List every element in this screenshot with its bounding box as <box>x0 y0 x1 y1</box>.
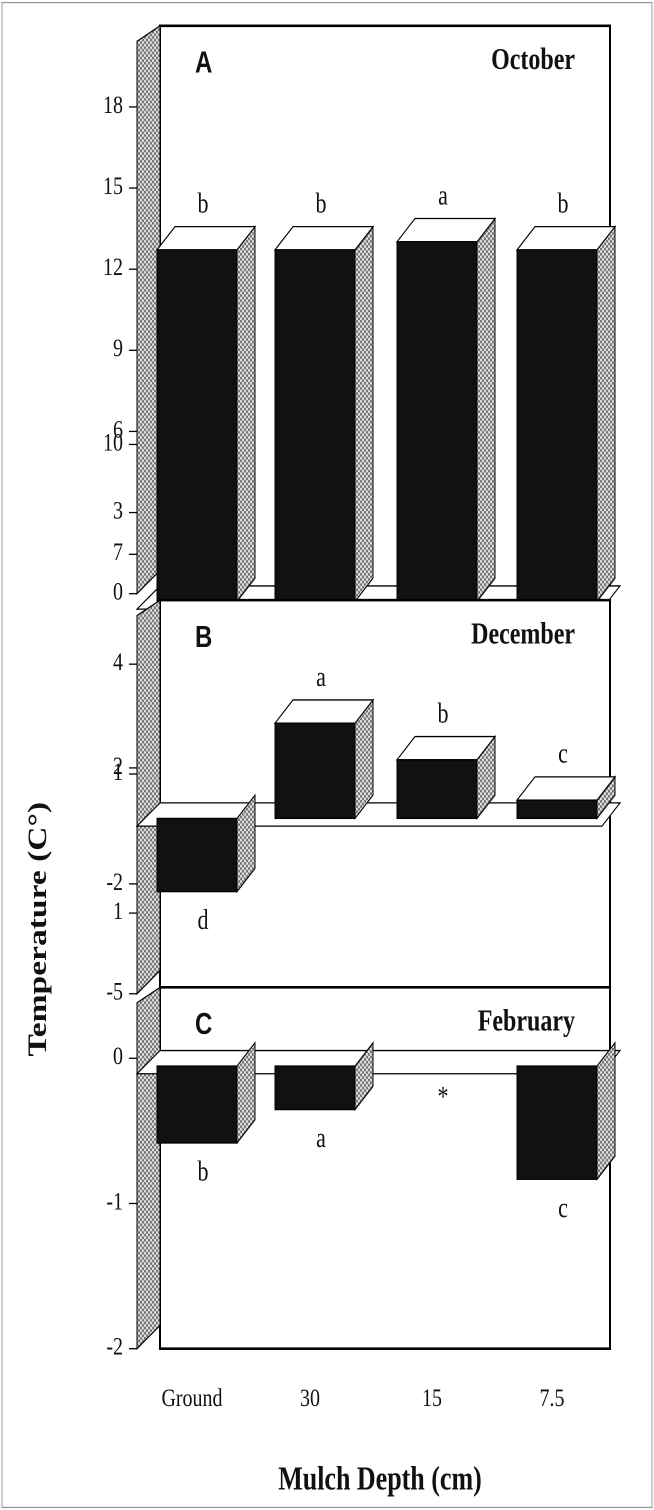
x-tick-label: 7.5 <box>540 1383 565 1412</box>
x-axis-label: Mulch Depth (cm) <box>278 1460 482 1497</box>
significance-letter: b <box>316 188 327 219</box>
bar <box>396 241 478 603</box>
y-tick-label: 18 <box>103 89 123 118</box>
panel-letter: B <box>195 619 212 654</box>
significance-letter: * <box>438 1082 449 1113</box>
bar-top <box>273 226 375 251</box>
bar-side <box>476 216 496 603</box>
x-tick-label: 15 <box>422 1383 442 1412</box>
side-wall <box>136 986 161 1350</box>
x-tick-label: Ground <box>161 1383 222 1412</box>
panel-letter: A <box>195 45 212 80</box>
bar-top <box>515 226 617 251</box>
floor <box>135 802 622 827</box>
y-tick-label: 4 <box>113 647 123 676</box>
y-tick-label: 10 <box>103 427 123 456</box>
y-axis-label: Temperature (C°) <box>23 802 52 1057</box>
bar-top <box>395 217 497 243</box>
bar <box>274 1065 356 1111</box>
bar <box>156 817 238 893</box>
y-tick-label: 15 <box>103 171 123 200</box>
bar-side <box>236 225 256 603</box>
y-tick-label: -2 <box>106 1331 123 1360</box>
floor <box>135 1049 622 1075</box>
bar-top <box>155 226 257 251</box>
significance-letter: a <box>438 180 448 211</box>
significance-letter: a <box>316 661 326 692</box>
significance-letter: b <box>198 188 209 219</box>
significance-letter: b <box>198 1156 209 1187</box>
y-tick-label: -5 <box>106 976 123 1005</box>
significance-letter: d <box>198 905 209 936</box>
y-tick-label: 0 <box>113 576 123 605</box>
y-tick-label: 6 <box>113 414 123 443</box>
bar-side <box>596 1041 616 1181</box>
panel-letter: C <box>195 1006 212 1041</box>
bar <box>274 249 356 603</box>
bar-side <box>596 225 616 603</box>
y-tick-label: 3 <box>113 495 123 524</box>
significance-letter: b <box>558 188 569 219</box>
significance-letter: b <box>438 698 449 729</box>
y-tick-label: 0 <box>113 1041 123 1070</box>
bar <box>396 759 478 820</box>
y-tick-label: 1 <box>113 896 123 925</box>
y-tick-label: 7 <box>113 537 123 566</box>
bar-top <box>273 699 375 724</box>
bar-side <box>354 225 374 603</box>
panel-title: December <box>471 615 575 650</box>
y-tick-label: 2 <box>113 750 123 779</box>
panel-title: February <box>478 1003 575 1038</box>
y-tick-label: 9 <box>113 333 123 362</box>
significance-letter: a <box>316 1122 326 1153</box>
bar <box>516 1065 598 1180</box>
bar-top <box>395 735 497 761</box>
significance-letter: c <box>558 738 568 769</box>
x-tick-label: 30 <box>300 1383 320 1412</box>
side-wall <box>136 599 161 996</box>
y-tick-label: 1 <box>113 756 123 785</box>
bar <box>516 799 598 820</box>
panel-title: October <box>491 41 575 76</box>
bar <box>274 722 356 820</box>
significance-letter: c <box>558 1192 568 1223</box>
bar <box>156 249 238 603</box>
bar <box>516 249 598 603</box>
y-tick-label: -2 <box>106 866 123 895</box>
bar-top <box>515 776 617 801</box>
bar <box>156 1065 238 1144</box>
y-tick-label: -1 <box>106 1186 123 1215</box>
y-tick-label: 12 <box>103 252 123 281</box>
